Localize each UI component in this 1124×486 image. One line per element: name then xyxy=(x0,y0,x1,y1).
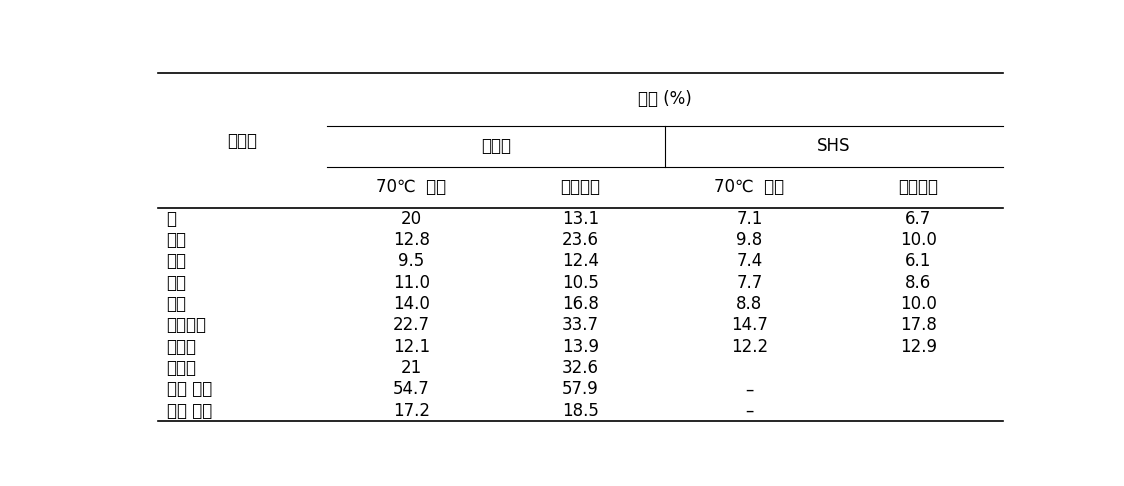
Text: 10.0: 10.0 xyxy=(900,231,936,249)
Text: 10.0: 10.0 xyxy=(900,295,936,313)
Text: –: – xyxy=(745,381,753,399)
Text: 11.0: 11.0 xyxy=(393,274,429,292)
Text: 14.7: 14.7 xyxy=(731,316,768,334)
Text: 동결건조: 동결건조 xyxy=(561,178,600,196)
Text: 21: 21 xyxy=(401,359,422,377)
Text: 10.5: 10.5 xyxy=(562,274,599,292)
Text: 70℃  건조: 70℃ 건조 xyxy=(715,178,785,196)
Text: 17.8: 17.8 xyxy=(900,316,936,334)
Text: 난백 지단: 난백 지단 xyxy=(166,401,212,419)
Text: 22.7: 22.7 xyxy=(393,316,429,334)
Text: 7.7: 7.7 xyxy=(736,274,762,292)
Text: 20: 20 xyxy=(401,209,422,227)
Text: 재료명: 재료명 xyxy=(227,132,257,150)
Text: 12.1: 12.1 xyxy=(393,338,430,356)
Text: 13.9: 13.9 xyxy=(562,338,599,356)
Text: 12.9: 12.9 xyxy=(900,338,937,356)
Text: 8.8: 8.8 xyxy=(736,295,762,313)
Text: 무: 무 xyxy=(166,209,176,227)
Text: 호박: 호박 xyxy=(166,274,187,292)
Text: 동결건조: 동결건조 xyxy=(898,178,939,196)
Text: 14.0: 14.0 xyxy=(393,295,429,313)
Text: 고사리: 고사리 xyxy=(166,359,197,377)
Text: 당근: 당근 xyxy=(166,231,187,249)
Text: 57.9: 57.9 xyxy=(562,381,599,399)
Text: SHS: SHS xyxy=(817,137,851,155)
Text: 수율 (%): 수율 (%) xyxy=(638,90,691,108)
Text: 9.5: 9.5 xyxy=(398,252,425,270)
Text: 6.1: 6.1 xyxy=(905,252,932,270)
Text: 16.8: 16.8 xyxy=(562,295,599,313)
Text: 70℃  건조: 70℃ 건조 xyxy=(377,178,446,196)
Text: 양파: 양파 xyxy=(166,295,187,313)
Text: 팬조리: 팬조리 xyxy=(481,137,511,155)
Text: 18.5: 18.5 xyxy=(562,401,599,419)
Text: 12.4: 12.4 xyxy=(562,252,599,270)
Text: 7.1: 7.1 xyxy=(736,209,762,227)
Text: 오이: 오이 xyxy=(166,252,187,270)
Text: 54.7: 54.7 xyxy=(393,381,429,399)
Text: 표고버싯: 표고버싯 xyxy=(166,316,207,334)
Text: 8.6: 8.6 xyxy=(905,274,932,292)
Text: 6.7: 6.7 xyxy=(905,209,932,227)
Text: 12.8: 12.8 xyxy=(393,231,429,249)
Text: 시금치: 시금치 xyxy=(166,338,197,356)
Text: –: – xyxy=(745,401,753,419)
Text: 7.4: 7.4 xyxy=(736,252,762,270)
Text: 17.2: 17.2 xyxy=(393,401,429,419)
Text: 33.7: 33.7 xyxy=(562,316,599,334)
Text: 23.6: 23.6 xyxy=(562,231,599,249)
Text: 9.8: 9.8 xyxy=(736,231,762,249)
Text: 32.6: 32.6 xyxy=(562,359,599,377)
Text: 난황 지단: 난황 지단 xyxy=(166,381,212,399)
Text: 12.2: 12.2 xyxy=(731,338,768,356)
Text: 13.1: 13.1 xyxy=(562,209,599,227)
